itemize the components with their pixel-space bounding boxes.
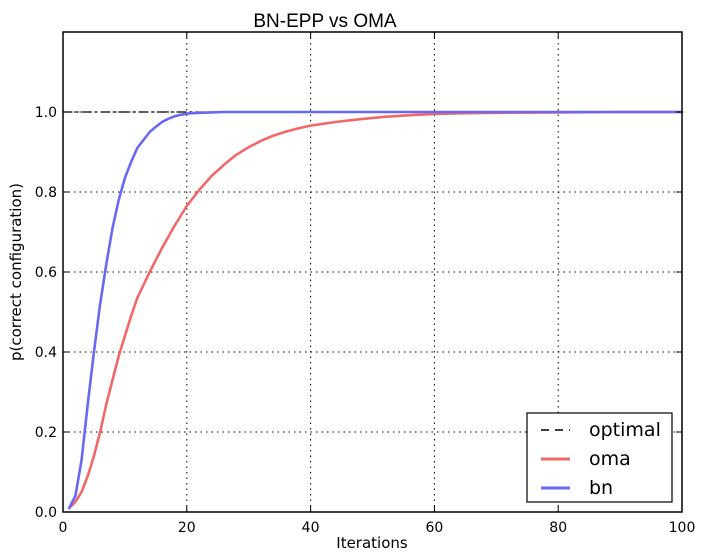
y-tick-label: 0.4 xyxy=(35,345,57,361)
x-tick-label: 40 xyxy=(302,520,320,536)
series-line-bn xyxy=(67,110,684,510)
x-axis-label: Iterations xyxy=(336,534,408,552)
y-tick-label: 0.6 xyxy=(35,265,57,281)
x-tick-label: 100 xyxy=(669,520,696,536)
x-tick-label: 80 xyxy=(549,520,567,536)
legend-label-oma: oma xyxy=(589,448,631,470)
legend: optimal oma bn xyxy=(526,412,673,503)
chart-title: BN-EPP vs OMA xyxy=(253,11,397,32)
y-tick-label: 0.0 xyxy=(35,505,57,521)
legend-label-optimal: optimal xyxy=(589,419,661,441)
x-tick-label: 0 xyxy=(59,520,68,536)
y-tick-label: 0.8 xyxy=(35,185,57,201)
x-tick-label: 20 xyxy=(178,520,196,536)
y-tick-label: 1.0 xyxy=(35,105,57,121)
x-tick-label: 60 xyxy=(425,520,443,536)
series-line-oma xyxy=(67,110,684,510)
legend-label-bn: bn xyxy=(589,477,613,499)
y-axis-label: p(correct configuration) xyxy=(7,183,25,361)
y-tick-label: 0.2 xyxy=(35,425,57,441)
series-layer xyxy=(62,110,684,510)
axis-ticks: 0 20 40 60 80 100 0.0 0.2 0.4 0.6 0.8 1.0 xyxy=(35,32,696,536)
